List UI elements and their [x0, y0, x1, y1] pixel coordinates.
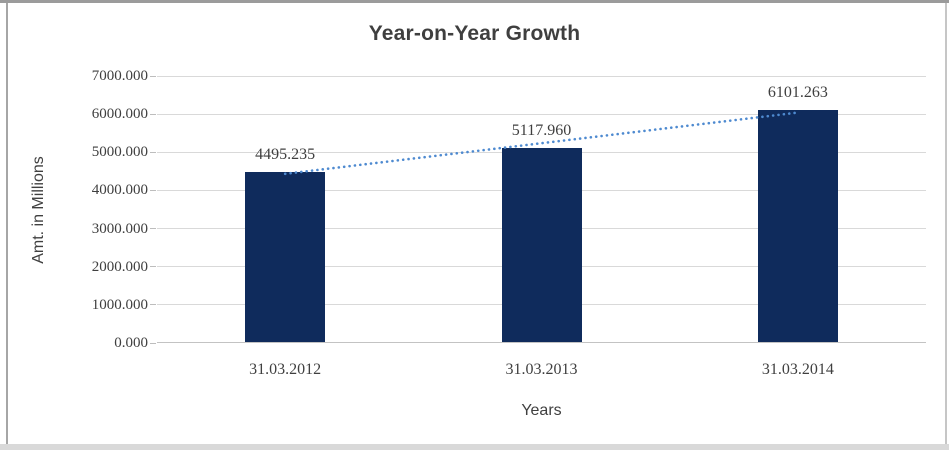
plot-area: 4495.235 5117.960 6101.263 — [157, 75, 926, 343]
y-tick-mark — [150, 228, 156, 230]
frame-left-border — [6, 3, 8, 444]
bar-31.03.2013 — [501, 147, 582, 342]
y-tick-label: 6000.000 — [91, 106, 148, 123]
y-tick-mark — [150, 266, 156, 268]
y-tick-mark — [150, 342, 156, 344]
frame-bottom-border — [0, 444, 949, 450]
bar-data-label: 6101.263 — [767, 84, 828, 102]
y-tick-mark — [150, 304, 156, 306]
gridline — [157, 113, 926, 115]
gridline — [157, 75, 926, 77]
x-category-label: 31.03.2014 — [761, 361, 834, 378]
frame-right-border — [945, 3, 947, 444]
y-tick-label: 4000.000 — [91, 182, 148, 199]
bar-data-label: 4495.235 — [255, 145, 316, 163]
bar-31.03.2012 — [245, 171, 326, 342]
y-tick-label: 7000.000 — [91, 68, 148, 84]
y-tick-label: 2000.000 — [91, 258, 148, 275]
y-tick-mark — [150, 189, 156, 191]
x-axis-title: Years — [521, 402, 562, 419]
trendline-layer — [283, 111, 800, 176]
y-tick-label: 1000.000 — [91, 296, 148, 313]
x-category-label: 31.03.2013 — [505, 361, 578, 378]
y-tick-label: 0.000 — [114, 335, 148, 351]
chart-title: Year-on-Year Growth — [368, 22, 581, 45]
y-tick-label: 3000.000 — [91, 220, 148, 237]
frame-top-border — [0, 0, 949, 3]
y-tick-mark — [150, 75, 156, 77]
y-axis-title: Amt. in Millions — [30, 156, 47, 264]
y-tick-mark — [150, 113, 156, 115]
x-category-label: 31.03.2012 — [249, 361, 322, 378]
bar-data-label: 5117.960 — [511, 121, 572, 139]
bar-31.03.2014 — [757, 110, 838, 342]
trendline — [283, 111, 800, 176]
y-tick-label: 5000.000 — [91, 144, 148, 161]
x-axis-line — [157, 342, 926, 343]
y-tick-mark — [150, 151, 156, 153]
